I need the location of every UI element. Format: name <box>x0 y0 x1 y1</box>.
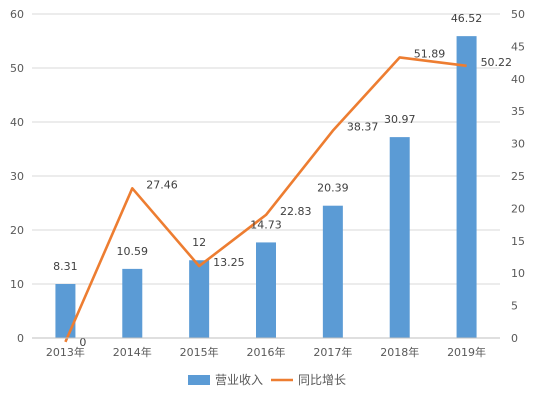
y-right-tick: 35 <box>511 105 525 118</box>
x-tick: 2019年 <box>447 345 486 359</box>
y-right-tick: 40 <box>511 73 525 86</box>
growth-line <box>64 56 467 343</box>
x-tick: 2018年 <box>380 345 419 359</box>
bar <box>189 260 210 338</box>
x-tick: 2014年 <box>113 345 152 359</box>
bar-data-label: 14.73 <box>250 218 282 231</box>
line-data-label: 0 <box>79 336 86 349</box>
bar-data-label: 20.39 <box>317 182 349 195</box>
bar <box>322 205 343 338</box>
left-axis-ticks: 0 10 20 30 40 50 60 <box>10 8 24 345</box>
y-left-tick: 60 <box>10 8 24 21</box>
bar <box>55 284 76 338</box>
y-right-tick: 5 <box>511 300 518 313</box>
line-data-label: 51.89 <box>414 47 446 60</box>
data-labels: 8.31 10.59 12 14.73 20.39 30.97 46.52 0 27.46 13.… <box>53 12 512 349</box>
bar-data-label: 30.97 <box>384 113 416 126</box>
line-data-label: 38.37 <box>347 121 379 134</box>
y-left-tick: 30 <box>10 170 24 183</box>
revenue-bars <box>55 36 477 338</box>
y-right-tick: 30 <box>511 138 525 151</box>
legend: 营业收入 同比增长 <box>188 373 346 387</box>
x-axis: 2013年 2014年 2015年 2016年 2017年 2018年 2019年 <box>32 337 500 359</box>
x-tick: 2016年 <box>247 345 286 359</box>
y-right-tick: 0 <box>511 332 518 345</box>
y-left-tick: 40 <box>10 116 24 129</box>
line-data-label: 13.25 <box>213 256 245 269</box>
bar-data-label: 10.59 <box>117 245 149 258</box>
y-left-tick: 10 <box>10 278 24 291</box>
y-right-tick: 20 <box>511 202 525 215</box>
x-tick: 2017年 <box>313 345 352 359</box>
y-right-tick: 50 <box>511 8 525 21</box>
x-tick: 2013年 <box>46 345 85 359</box>
legend-swatch-revenue <box>188 375 210 385</box>
bar <box>389 137 410 338</box>
gridlines <box>32 13 500 339</box>
bar-data-label: 8.31 <box>53 260 78 273</box>
line-data-label: 27.46 <box>146 178 178 191</box>
bar <box>456 36 477 338</box>
y-right-tick: 15 <box>511 235 525 248</box>
y-left-tick: 50 <box>10 62 24 75</box>
bar-data-label: 12 <box>192 236 206 249</box>
legend-label-growth: 同比增长 <box>298 373 346 387</box>
bar <box>256 242 276 338</box>
y-right-tick: 25 <box>511 170 525 183</box>
bar <box>122 268 143 338</box>
y-left-tick: 0 <box>17 332 24 345</box>
line-data-label: 22.83 <box>280 205 312 218</box>
right-axis-ticks: 0 5 10 15 20 25 30 35 40 45 50 <box>511 8 525 345</box>
y-left-tick: 20 <box>10 224 24 237</box>
y-right-tick: 10 <box>511 267 525 280</box>
legend-label-revenue: 营业收入 <box>215 373 263 387</box>
x-tick: 2015年 <box>180 345 219 359</box>
y-right-tick: 45 <box>511 40 525 53</box>
line-data-label: 50.22 <box>481 56 512 69</box>
bar-data-label: 46.52 <box>451 12 483 25</box>
